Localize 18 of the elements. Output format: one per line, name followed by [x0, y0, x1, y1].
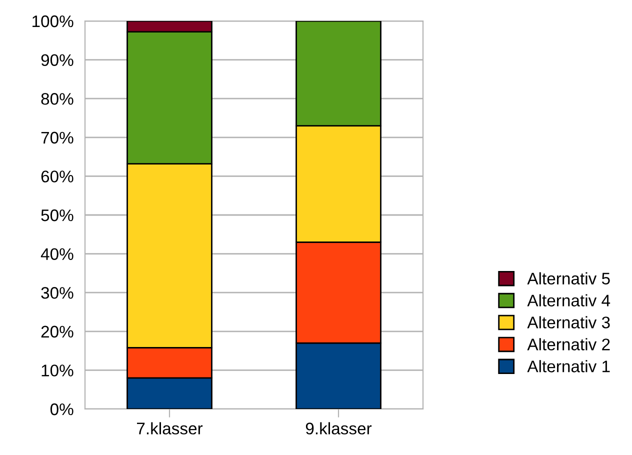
y-tick-label: 0%: [50, 403, 74, 416]
y-tick-label: 80%: [41, 93, 74, 105]
y-tick-label: 10%: [42, 364, 74, 376]
y-tick-label: 50%: [41, 209, 74, 222]
legend-label: Alternativ 4: [527, 294, 610, 306]
y-tick-label: 20%: [41, 326, 74, 338]
x-tick-label: 7.klasser: [137, 422, 203, 434]
legend-label: Alternativ 3: [527, 316, 610, 328]
legend-label: Alternativ 1: [527, 360, 610, 372]
y-tick-label: 90%: [41, 54, 74, 66]
x-tick-label: 9.klasser: [306, 422, 372, 434]
legend-label: Alternativ 5: [527, 272, 610, 284]
y-tick-label: 40%: [40, 248, 74, 260]
y-tick-label: 100%: [32, 15, 74, 28]
legend-label: Alternativ 2: [527, 338, 610, 350]
y-tick-label: 70%: [41, 132, 74, 144]
y-tick-label: 30%: [41, 287, 74, 299]
y-tick-label: 60%: [41, 170, 74, 182]
